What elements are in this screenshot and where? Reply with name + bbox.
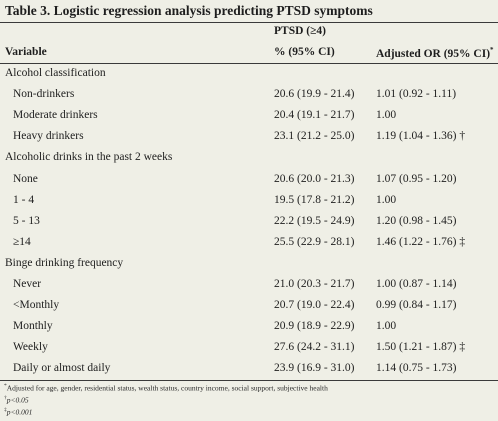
ptsd-percent-cell: 23.1 (21.2 - 25.0) [274,130,355,143]
table-row: 1 - 4 19.5 (17.8 - 21.2) 1.00 [0,191,498,212]
row-label: 1 - 4 [13,193,35,206]
section-label: Alcohol classification [5,67,106,79]
adjusted-or-cell: 1.01 (0.92 - 1.11) [376,88,457,101]
ptsd-percent-cell: 23.9 (16.9 - 31.0) [274,362,355,375]
ptsd-percent-cell: 20.4 (19.1 - 21.7) [274,109,355,122]
ptsd-percent-cell: 20.6 (19.9 - 21.4) [274,88,355,101]
row-label: ≥14 [13,235,31,248]
header-adjusted-or-mark: * [490,46,494,54]
ptsd-percent-cell: 20.6 (20.0 - 21.3) [274,172,355,185]
footnote-mark: * [4,383,7,389]
footnote-adjusted: *Adjusted for age, gender, residential s… [4,383,328,393]
row-label: Weekly [13,341,48,354]
table-row: None 20.6 (20.0 - 21.3) 1.07 (0.95 - 1.20) [0,170,498,191]
table-row: Weekly 27.6 (24.2 - 31.1) 1.50 (1.21 - 1.8… [0,338,498,359]
adjusted-or-cell: 1.00 [376,109,397,122]
adjusted-or-cell: 1.00 (0.87 - 1.14) [376,278,457,290]
footnote-text: p<0.001 [6,407,33,417]
table-row: Daily or almost daily 23.9 (16.9 - 31.0) 1… [0,359,498,380]
adjusted-or-cell: 1.20 (0.98 - 1.45) [376,214,457,227]
footnote-mark: † [4,395,7,401]
ptsd-percent-cell: 22.2 (19.5 - 24.9) [274,214,355,227]
header-percent-ci: % (95% CI) [274,46,335,58]
adjusted-or-cell: 0.99 (0.84 - 1.17) [376,299,457,312]
header-ptsd-group: PTSD (≥4) [274,25,326,37]
header-variable: Variable [5,46,47,58]
footnote-p001: ‡p<0.001 [4,407,32,417]
section-row: Alcoholic drinks in the past 2 weeks [0,148,498,169]
ptsd-percent-cell: 20.7 (19.0 - 22.4) [274,299,355,312]
header-adjusted-or-label: Adjusted OR (95% CI) [376,47,491,60]
top-rule [0,22,498,23]
row-label: Never [13,278,42,290]
table-row: <Monthly 20.7 (19.0 - 22.4) 0.99 (0.84 - 1… [0,296,498,317]
table-row: Moderate drinkers 20.4 (19.1 - 21.7) 1.00 [0,106,498,127]
table-row: Heavy drinkers 23.1 (21.2 - 25.0) 1.19 (1.… [0,127,498,148]
adjusted-or-cell: 1.46 (1.22 - 1.76) ‡ [376,235,466,248]
row-label: <Monthly [13,299,60,312]
row-label: None [13,172,38,185]
row-label: Moderate drinkers [13,109,98,122]
table-row: Monthly 20.9 (18.9 - 22.9) 1.00 [0,317,498,338]
section-row: Binge drinking frequency [0,254,498,275]
table-row: Non-drinkers 20.6 (19.9 - 21.4) 1.01 (0.92… [0,85,498,106]
header-adjusted-or: Adjusted OR (95% CI)* [376,46,494,60]
adjusted-or-cell: 1.19 (1.04 - 1.36) † [376,130,466,143]
adjusted-or-cell: 1.00 [376,320,397,333]
bottom-rule [0,380,498,381]
footnote-text: p<0.05 [6,395,29,405]
table-row: ≥14 25.5 (22.9 - 28.1) 1.46 (1.22 - 1.76) … [0,233,498,254]
section-label: Alcoholic drinks in the past 2 weeks [5,151,173,164]
table-title: Table 3. Logistic regression analysis pr… [5,3,373,18]
adjusted-or-cell: 1.00 [376,193,397,206]
ptsd-percent-cell: 20.9 (18.9 - 22.9) [274,320,355,333]
adjusted-or-cell: 1.50 (1.21 - 1.87) ‡ [376,341,466,354]
row-label: Monthly [13,320,53,333]
ptsd-percent-cell: 19.5 (17.8 - 21.2) [274,193,355,206]
row-label: Heavy drinkers [13,130,84,143]
ptsd-percent-cell: 21.0 (20.3 - 21.7) [274,278,355,290]
ptsd-percent-cell: 25.5 (22.9 - 28.1) [274,235,355,248]
ptsd-percent-cell: 27.6 (24.2 - 31.1) [274,341,355,354]
row-label: Non-drinkers [13,88,75,101]
footnote-p05: †p<0.05 [4,395,29,405]
section-row: Alcohol classification [0,64,498,85]
adjusted-or-cell: 1.07 (0.95 - 1.20) [376,172,457,185]
section-label: Binge drinking frequency [5,256,124,269]
row-label: 5 - 13 [13,214,40,227]
table-row: Never 21.0 (20.3 - 21.7) 1.00 (0.87 - 1.14… [0,275,498,296]
table-row: 5 - 13 22.2 (19.5 - 24.9) 1.20 (0.98 - 1.4… [0,212,498,233]
header-rule [0,63,498,64]
row-label: Daily or almost daily [13,362,111,375]
adjusted-or-cell: 1.14 (0.75 - 1.73) [376,362,457,375]
footnote-text: Adjusted for age, gender, residential st… [6,383,328,393]
footnote-mark: ‡ [4,407,7,413]
